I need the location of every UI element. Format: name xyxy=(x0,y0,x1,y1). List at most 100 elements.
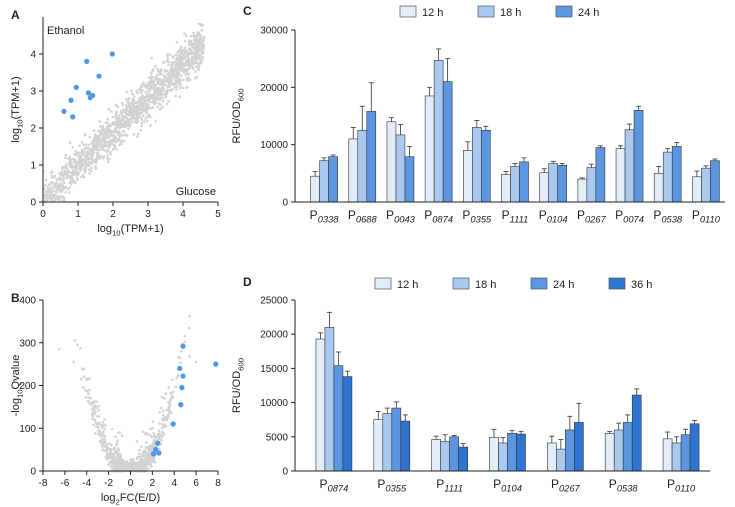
x-tick-label: -8 xyxy=(39,478,48,489)
bg-point xyxy=(186,67,190,70)
bg-point xyxy=(199,62,202,65)
bg-point xyxy=(171,60,175,64)
bg-point xyxy=(101,125,105,128)
highlight-point xyxy=(87,95,93,101)
bg-point xyxy=(138,455,141,459)
bg-point xyxy=(75,163,78,167)
bg-point xyxy=(97,425,100,429)
category-label: P0074 xyxy=(615,208,644,225)
bg-point xyxy=(183,32,186,36)
bg-point xyxy=(136,105,140,109)
bg-point xyxy=(185,71,189,74)
bg-point xyxy=(169,64,173,68)
bg-point xyxy=(58,198,61,202)
bg-point xyxy=(164,392,168,395)
bg-point xyxy=(101,420,104,424)
bar xyxy=(507,433,517,472)
bg-point xyxy=(133,108,137,111)
bg-point xyxy=(98,422,101,426)
bg-point xyxy=(146,103,150,106)
bg-point xyxy=(88,388,91,392)
bg-point xyxy=(174,53,177,56)
bg-point xyxy=(133,120,136,123)
bg-point xyxy=(175,58,179,62)
x-axis-label: log10(TPM+1) xyxy=(97,223,163,237)
legend-label: 18 h xyxy=(500,7,521,19)
bg-point xyxy=(141,462,145,466)
bg-point xyxy=(106,456,109,460)
bg-point xyxy=(119,109,123,112)
bg-point xyxy=(190,58,193,62)
bg-point xyxy=(85,153,89,157)
bg-point xyxy=(173,75,177,78)
bg-point xyxy=(56,184,60,187)
bg-point xyxy=(143,99,147,102)
bg-point xyxy=(139,129,142,132)
highlight-point xyxy=(178,402,184,408)
bg-point xyxy=(199,46,203,49)
bg-point xyxy=(175,62,179,65)
bg-point xyxy=(124,103,128,107)
bg-point xyxy=(145,441,148,445)
bg-point xyxy=(126,110,130,113)
bg-point xyxy=(102,138,106,141)
bg-point xyxy=(169,81,172,85)
bar xyxy=(692,176,702,203)
bg-point xyxy=(159,438,163,441)
bg-point xyxy=(141,430,145,434)
bg-point xyxy=(199,54,203,57)
category-label: P0110 xyxy=(667,477,696,494)
bg-point xyxy=(142,453,146,457)
bg-point xyxy=(191,61,194,65)
bg-point xyxy=(97,409,100,412)
bg-point xyxy=(64,156,67,160)
bg-point xyxy=(110,130,114,133)
bg-point xyxy=(94,158,98,162)
bg-point xyxy=(106,148,109,151)
bg-point xyxy=(147,99,150,103)
bg-point xyxy=(110,110,113,113)
bg-point xyxy=(134,111,137,114)
bg-point xyxy=(120,139,123,143)
bg-point xyxy=(122,124,125,128)
bg-point xyxy=(47,183,51,186)
bg-point xyxy=(130,89,133,93)
category-label: P1111 xyxy=(436,477,463,494)
bg-point xyxy=(59,173,63,177)
bg-point xyxy=(157,70,160,73)
bg-point xyxy=(82,367,86,371)
bg-point xyxy=(106,157,109,160)
bg-point xyxy=(118,462,122,465)
bg-point xyxy=(111,115,114,119)
bg-point xyxy=(180,52,183,56)
bg-point xyxy=(88,402,92,405)
bg-point xyxy=(103,427,106,431)
bg-point xyxy=(88,136,91,139)
bg-point xyxy=(117,132,120,136)
bg-point xyxy=(154,77,158,80)
bar xyxy=(391,407,402,472)
bar xyxy=(547,442,557,472)
bg-point xyxy=(113,446,116,450)
bg-point xyxy=(87,396,91,400)
highlight-point xyxy=(68,97,74,103)
bg-point xyxy=(109,150,112,154)
bg-point xyxy=(167,415,170,419)
bar xyxy=(404,156,415,203)
bg-point xyxy=(197,68,200,71)
bar xyxy=(463,150,473,203)
bg-point xyxy=(142,102,146,106)
bg-point xyxy=(122,115,125,118)
bg-point xyxy=(191,51,195,55)
bg-point xyxy=(73,181,77,185)
bg-point xyxy=(129,458,132,462)
bg-point xyxy=(78,144,81,147)
bar xyxy=(557,165,567,203)
bg-point xyxy=(43,187,46,190)
bg-point xyxy=(82,386,85,389)
bg-point xyxy=(105,453,109,457)
bg-point xyxy=(167,76,170,80)
bg-point xyxy=(73,339,77,342)
bg-point xyxy=(48,189,51,193)
bg-point xyxy=(60,189,64,192)
